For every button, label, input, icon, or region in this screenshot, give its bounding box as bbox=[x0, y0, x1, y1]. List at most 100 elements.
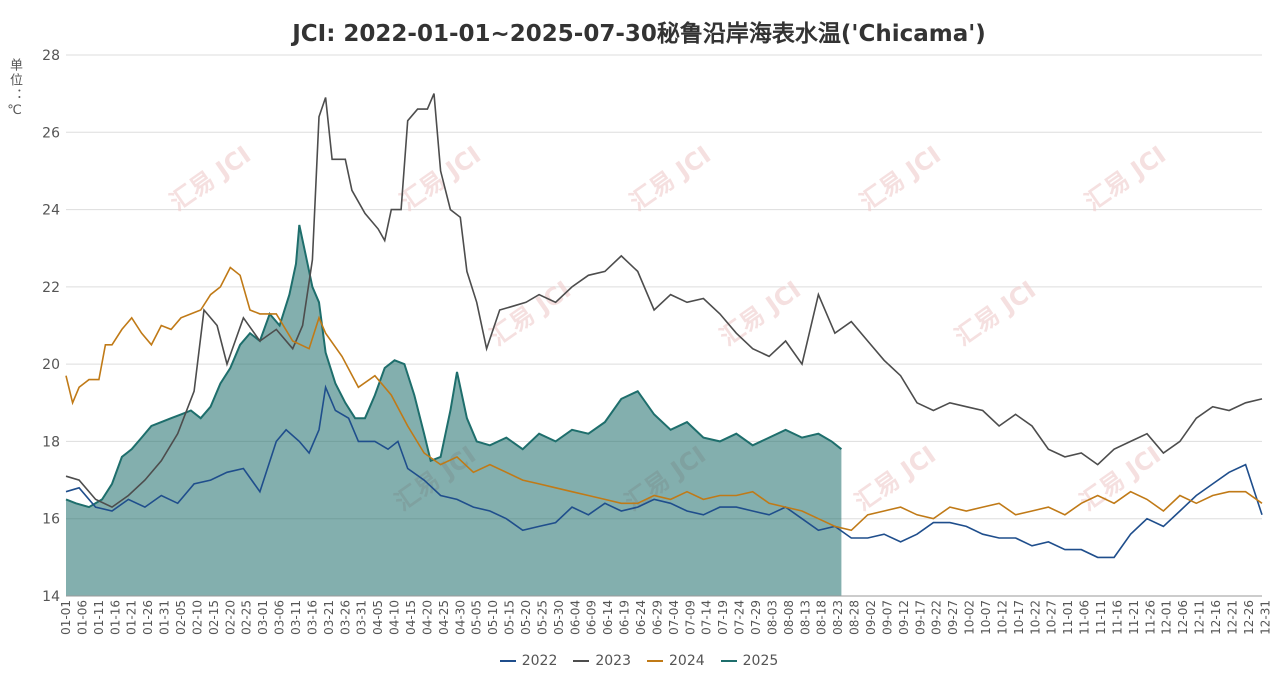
legend-label: 2023 bbox=[595, 653, 631, 669]
x-tick-label: 06-09 bbox=[585, 600, 599, 635]
x-tick-label: 10-17 bbox=[1012, 600, 1026, 635]
x-tick-label: 01-21 bbox=[125, 600, 139, 635]
watermark-text: 汇易 JCI bbox=[1075, 441, 1166, 517]
legend-item-2024[interactable]: 2024 bbox=[647, 653, 705, 669]
x-tick-label: 09-07 bbox=[880, 600, 894, 635]
y-tick-label: 26 bbox=[42, 125, 60, 141]
x-tick-label: 06-14 bbox=[601, 600, 615, 635]
x-tick-label: 04-30 bbox=[453, 600, 467, 635]
x-tick-label: 10-27 bbox=[1045, 600, 1059, 635]
series-line-2022 bbox=[65, 384, 1263, 559]
x-tick-label: 12-26 bbox=[1242, 600, 1256, 635]
x-tick-label: 04-25 bbox=[437, 600, 451, 635]
x-tick-label: 03-21 bbox=[322, 600, 336, 635]
x-tick-label: 10-12 bbox=[995, 600, 1009, 635]
x-tick-label: 12-11 bbox=[1193, 600, 1207, 635]
x-tick-label: 09-02 bbox=[864, 600, 878, 635]
x-tick-label: 11-01 bbox=[1061, 600, 1075, 635]
y-tick-label: 14 bbox=[42, 589, 60, 605]
x-tick-label: 01-06 bbox=[75, 600, 89, 635]
x-tick-label: 09-12 bbox=[897, 600, 911, 635]
x-tick-label: 04-10 bbox=[388, 600, 402, 635]
series-lines bbox=[65, 93, 1263, 596]
x-tick-label: 01-11 bbox=[92, 600, 106, 635]
x-tick-label: 11-26 bbox=[1143, 600, 1157, 635]
x-tick-label: 03-06 bbox=[273, 600, 287, 635]
x-tick-label: 05-10 bbox=[486, 600, 500, 635]
x-tick-label: 01-01 bbox=[59, 600, 73, 635]
x-tick-label: 05-15 bbox=[503, 600, 517, 635]
x-tick-label: 03-26 bbox=[338, 600, 352, 635]
y-tick-label: 22 bbox=[42, 280, 60, 296]
x-tick-label: 05-25 bbox=[535, 600, 549, 635]
x-tick-label: 09-22 bbox=[930, 600, 944, 635]
legend-swatch bbox=[573, 660, 590, 662]
x-tick-label: 12-31 bbox=[1258, 600, 1272, 635]
x-tick-label: 02-10 bbox=[190, 600, 204, 635]
x-tick-label: 05-05 bbox=[470, 600, 484, 635]
x-tick-label: 06-24 bbox=[634, 600, 648, 635]
x-tick-label: 02-15 bbox=[207, 600, 221, 635]
x-tick-label: 08-18 bbox=[815, 600, 829, 635]
watermark-text: 汇易 JCI bbox=[625, 141, 716, 217]
x-tick-label: 10-07 bbox=[979, 600, 993, 635]
x-tick-label: 07-14 bbox=[700, 600, 714, 635]
y-tick-label: 28 bbox=[42, 48, 60, 64]
legend-label: 2022 bbox=[521, 653, 558, 669]
series-area-2025 bbox=[66, 225, 842, 596]
watermark-text: 汇易 JCI bbox=[165, 141, 256, 217]
legend-swatch bbox=[647, 660, 663, 662]
legend-swatch bbox=[720, 660, 737, 662]
watermark-text: 汇易 JCI bbox=[850, 441, 941, 517]
x-tick-label: 09-17 bbox=[913, 600, 927, 635]
x-tick-label: 01-16 bbox=[108, 600, 122, 635]
legend: 2022 2023 2024 2025 bbox=[0, 653, 1278, 669]
x-tick-label: 08-03 bbox=[765, 600, 779, 635]
legend-item-2023[interactable]: 2023 bbox=[573, 653, 631, 669]
legend-item-2022[interactable]: 2022 bbox=[499, 653, 558, 669]
x-tick-label: 05-30 bbox=[552, 600, 566, 635]
x-tick-label: 08-28 bbox=[848, 600, 862, 635]
x-tick-label: 02-25 bbox=[240, 600, 254, 635]
x-tick-label: 11-21 bbox=[1127, 600, 1141, 635]
x-tick-label: 08-23 bbox=[831, 600, 845, 635]
x-tick-label: 08-08 bbox=[782, 600, 796, 635]
x-tick-label: 12-16 bbox=[1209, 600, 1223, 635]
x-tick-label: 02-05 bbox=[174, 600, 188, 635]
x-tick-label: 05-20 bbox=[519, 600, 533, 635]
x-tick-label: 12-21 bbox=[1225, 600, 1239, 635]
chart-title: JCI: 2022-01-01~2025-07-30秘鲁沿岸海表水温('Chic… bbox=[292, 21, 986, 47]
x-tick-label: 04-20 bbox=[420, 600, 434, 635]
x-tick-label: 07-04 bbox=[667, 600, 681, 635]
legend-item-2025[interactable]: 2025 bbox=[720, 653, 779, 669]
legend-label: 2024 bbox=[669, 653, 705, 669]
y-tick-label: 16 bbox=[42, 512, 60, 528]
x-tick-label: 07-24 bbox=[733, 600, 747, 635]
x-tick-label: 08-13 bbox=[798, 600, 812, 635]
watermark-text: 汇易 JCI bbox=[855, 141, 946, 217]
x-tick-label: 11-11 bbox=[1094, 600, 1108, 635]
watermark-text: 汇易 JCI bbox=[395, 141, 486, 217]
x-tick-label: 06-04 bbox=[568, 600, 582, 635]
legend-swatch bbox=[499, 660, 516, 662]
x-tick-label: 03-31 bbox=[355, 600, 369, 635]
x-tick-label: 04-05 bbox=[371, 600, 385, 635]
x-tick-label: 03-11 bbox=[289, 600, 303, 635]
x-tick-label: 03-16 bbox=[305, 600, 319, 635]
y-unit-label: 单位：℃ bbox=[7, 58, 22, 120]
x-tick-label: 01-26 bbox=[141, 600, 155, 635]
y-tick-label: 20 bbox=[42, 357, 60, 373]
x-tick-label: 07-29 bbox=[749, 600, 763, 635]
legend-label: 2025 bbox=[742, 653, 779, 669]
x-tick-label: 02-20 bbox=[223, 600, 237, 635]
x-tick-label: 03-01 bbox=[256, 600, 270, 635]
x-tick-label: 04-15 bbox=[404, 600, 418, 635]
x-tick-label: 10-02 bbox=[963, 600, 977, 635]
series-line-2024 bbox=[65, 266, 1263, 532]
x-tick-label: 09-27 bbox=[946, 600, 960, 635]
series-line-2023 bbox=[65, 93, 1263, 509]
x-tick-label: 11-06 bbox=[1078, 600, 1092, 635]
y-tick-label: 18 bbox=[42, 434, 60, 450]
